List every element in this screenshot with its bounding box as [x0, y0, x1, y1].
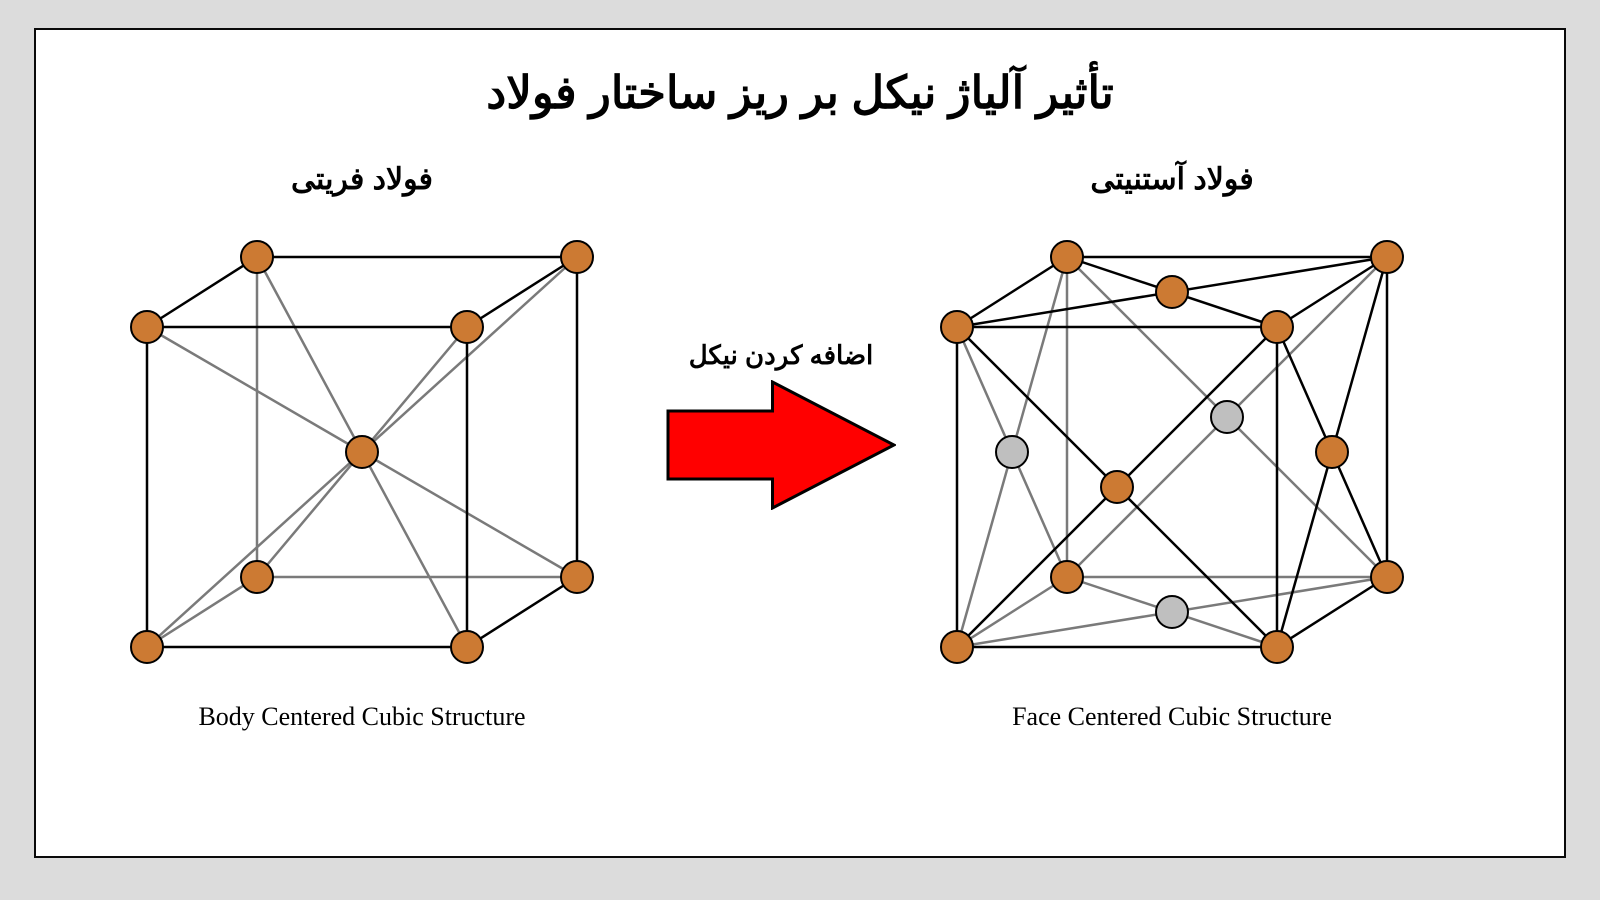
atom-corner — [1371, 241, 1403, 273]
atom-face-left — [996, 436, 1028, 468]
atom-face-front — [1101, 471, 1133, 503]
atom-corner — [1261, 311, 1293, 343]
atom-corner — [131, 631, 163, 663]
atom-center — [346, 436, 378, 468]
fcc-diagram — [932, 172, 1412, 732]
content-panel: تأثیر آلیاژ نیکل بر ریز ساختار فولاد فول… — [34, 28, 1566, 858]
arrow-icon — [666, 380, 896, 510]
outer-frame: تأثیر آلیاژ نیکل بر ریز ساختار فولاد فول… — [0, 0, 1600, 900]
atom-corner — [1051, 561, 1083, 593]
bcc-diagram — [122, 172, 602, 732]
atom-face-bottom — [1156, 596, 1188, 628]
atom-corner — [561, 241, 593, 273]
atom-corner — [241, 561, 273, 593]
atom-corner — [131, 311, 163, 343]
atom-corner — [941, 311, 973, 343]
atom-corner — [1371, 561, 1403, 593]
atom-corner — [941, 631, 973, 663]
atom-face-back — [1211, 401, 1243, 433]
right-subtitle-en: Face Centered Cubic Structure — [932, 702, 1412, 732]
atom-corner — [241, 241, 273, 273]
atom-corner — [1051, 241, 1083, 273]
atom-corner — [1261, 631, 1293, 663]
atom-face-top — [1156, 276, 1188, 308]
atom-face-right — [1316, 436, 1348, 468]
arrow-label: اضافه کردن نیکل — [666, 340, 896, 371]
atom-corner — [451, 631, 483, 663]
left-subtitle-en: Body Centered Cubic Structure — [122, 702, 602, 732]
atom-corner — [561, 561, 593, 593]
atom-corner — [451, 311, 483, 343]
main-title: تأثیر آلیاژ نیکل بر ریز ساختار فولاد — [36, 66, 1564, 119]
